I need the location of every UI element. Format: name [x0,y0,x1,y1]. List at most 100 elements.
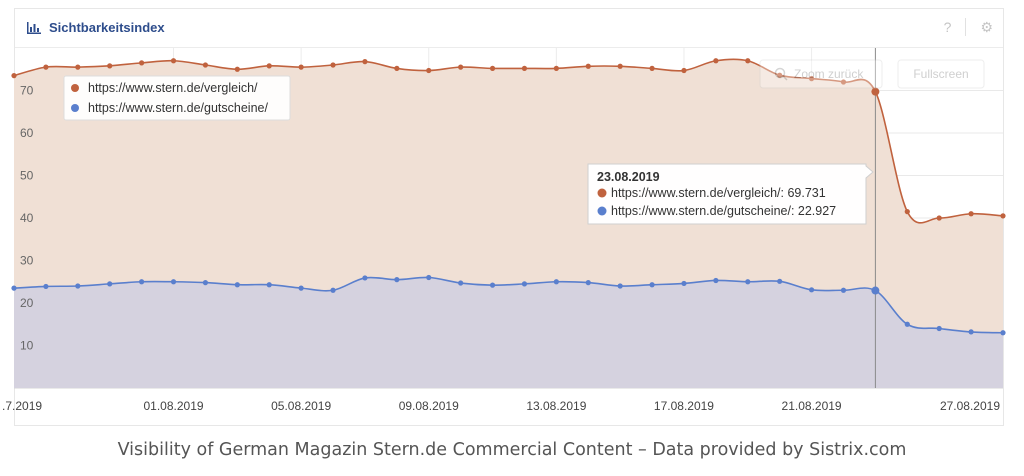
x-tick-label: 13.08.2019 [526,399,586,413]
gutscheine-point[interactable] [1000,330,1006,336]
vergleich-point[interactable] [234,66,240,72]
vergleich-point[interactable] [75,64,81,70]
x-tick-label: 21.08.2019 [782,399,842,413]
y-tick-label: 50 [20,169,34,183]
gutscheine-area [14,277,1003,388]
gutscheine-point[interactable] [170,279,177,285]
vergleich-point[interactable] [266,63,272,69]
gutscheine-point[interactable] [904,321,910,327]
gutscheine-point[interactable] [840,287,847,293]
header-divider [965,18,967,36]
y-tick-label: 70 [20,84,34,98]
fullscreen-button[interactable]: Fullscreen [897,59,985,89]
fullscreen-label: Fullscreen [913,67,968,81]
vergleich-point[interactable] [489,65,496,71]
tooltip-line-gutscheine: https://www.stern.de/gutscheine/: 22.927 [611,204,836,218]
x-tick-label: 05.08.2019 [271,399,331,413]
gutscheine-point[interactable] [43,283,49,290]
legend: https://www.stern.de/vergleich/ https://… [63,75,291,121]
vergleich-point[interactable] [968,211,974,217]
legend-item-gutscheine[interactable]: https://www.stern.de/gutscheine/ [71,101,268,115]
vergleich-point[interactable] [170,58,177,64]
tooltip-marker-gutscheine [597,206,607,216]
gutscheine-legend-marker [71,104,79,112]
vergleich-point[interactable] [1000,213,1006,219]
gutscheine-point[interactable] [968,329,974,335]
legend-label-vergleich: https://www.stern.de/vergleich/ [88,81,258,95]
vergleich-point[interactable] [617,63,623,69]
gutscheine-series-line [13,276,1004,334]
gutscheine-point[interactable] [489,282,496,288]
gutscheine-point[interactable] [521,281,528,287]
question-icon[interactable]: ? [943,19,952,35]
gutscheine-point[interactable] [458,280,464,286]
gutscheine-point[interactable] [808,287,815,293]
vergleich-point[interactable] [840,79,847,85]
gutscheine-point[interactable] [11,285,17,291]
tooltip-date: 23.08.2019 [597,170,660,184]
y-tick-label: 10 [20,339,34,353]
bar-chart-icon [27,21,41,34]
gutscheine-point[interactable] [394,277,400,283]
gear-icon[interactable]: ⚙ [980,18,993,35]
vergleich-point[interactable] [298,64,304,70]
vergleich-point[interactable] [871,87,880,96]
gutscheine-point[interactable] [202,280,209,286]
gutscheine-point[interactable] [585,280,591,286]
y-tick-label: 30 [20,254,34,268]
gutscheine-point[interactable] [75,283,81,289]
vergleich-legend-marker [71,84,79,92]
gutscheine-point[interactable] [871,286,880,295]
gutscheine-point[interactable] [426,274,432,281]
gutscheine-point[interactable] [330,287,336,293]
vergleich-point[interactable] [394,65,400,71]
gutscheine-point[interactable] [713,277,719,284]
vergleich-point[interactable] [904,209,910,215]
visibility-chart: 10 20 30 40 50 60 70 .7.2019 01.08.2019 05.08.20… [2,48,1006,413]
zoom-reset-button[interactable]: Zoom zurück [759,59,883,89]
vergleich-point[interactable] [458,64,464,70]
vergleich-point[interactable] [681,67,687,74]
gutscheine-point[interactable] [107,281,113,287]
vergleich-point[interactable] [649,65,655,71]
gutscheine-point[interactable] [617,283,623,289]
gutscheine-point[interactable] [649,282,655,288]
zoom-reset-label: Zoom zurück [794,67,864,81]
gutscheine-point[interactable] [681,280,687,287]
gutscheine-point[interactable] [745,279,751,285]
x-tick-label: 27.08.2019 [940,399,1000,413]
vergleich-point[interactable] [777,72,783,78]
vergleich-point[interactable] [426,67,432,74]
legend-item-vergleich[interactable]: https://www.stern.de/vergleich/ [71,81,258,95]
vergleich-point[interactable] [202,62,209,68]
gutscheine-point[interactable] [777,278,783,284]
vergleich-point[interactable] [553,65,559,71]
vergleich-point[interactable] [139,60,145,66]
vergleich-point[interactable] [521,65,528,71]
y-tick-label: 60 [20,126,34,140]
gutscheine-point[interactable] [266,282,272,288]
vergleich-series-line [13,58,1004,224]
x-tick-label: 09.08.2019 [399,399,459,413]
vergleich-point[interactable] [330,62,336,68]
legend-label-gutscheine: https://www.stern.de/gutscheine/ [88,101,268,115]
gutscheine-point[interactable] [553,279,559,285]
vergleich-point[interactable] [808,76,815,82]
gutscheine-point[interactable] [234,282,240,288]
y-tick-label: 40 [20,211,34,225]
gutscheine-point[interactable] [936,325,942,332]
vergleich-point[interactable] [745,58,751,64]
y-tick-label: 20 [20,296,34,310]
gutscheine-point[interactable] [298,285,304,291]
vergleich-point[interactable] [43,64,49,70]
gutscheine-point[interactable] [139,279,145,285]
vergleich-point[interactable] [362,59,368,65]
vergleich-point[interactable] [585,63,591,69]
vergleich-point[interactable] [107,63,113,69]
vergleich-point[interactable] [11,73,17,79]
gutscheine-point[interactable] [362,275,368,281]
vergleich-point[interactable] [936,215,942,221]
tooltip-marker-vergleich [597,188,607,198]
vergleich-point[interactable] [713,58,719,64]
magnifier-icon [774,67,786,79]
